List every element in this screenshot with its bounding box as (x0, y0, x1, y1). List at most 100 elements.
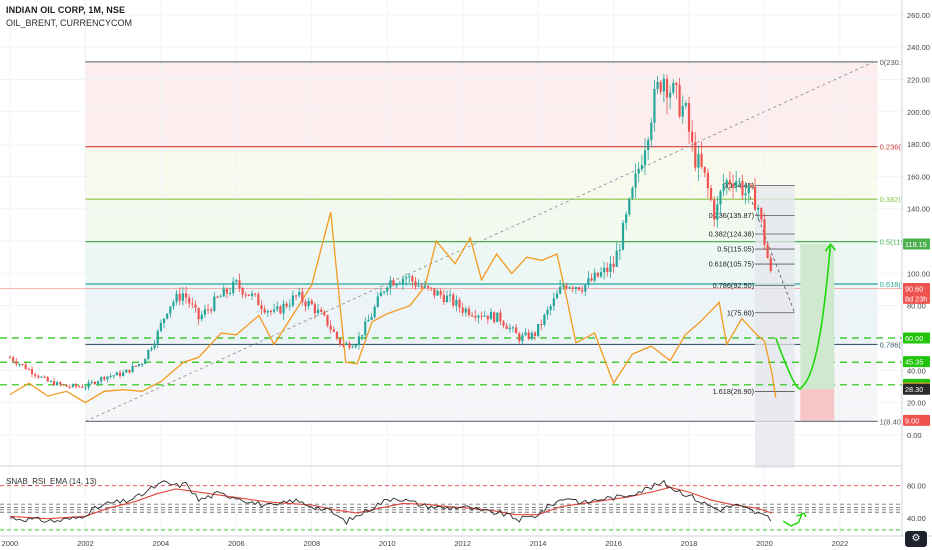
candle-body (433, 288, 436, 296)
candle-body (310, 300, 313, 305)
candle-body (653, 88, 656, 123)
price-badge (903, 414, 930, 426)
candle-body (24, 364, 27, 370)
candle-body (574, 287, 577, 289)
candle-body (93, 382, 96, 384)
minor-fib-label: 0.618(105.75) (709, 260, 754, 269)
candle-body (181, 293, 184, 301)
loss-zone (800, 389, 835, 421)
y-tick-label: 80.00 (907, 302, 926, 311)
candle-body (709, 188, 713, 200)
candle-body (697, 153, 700, 168)
candle-body (175, 293, 178, 303)
candle-body (681, 105, 684, 117)
candle-body (483, 315, 486, 317)
candle-body (71, 384, 74, 387)
candle-body (166, 313, 169, 319)
candle-body (672, 82, 675, 93)
x-tick-label: 2022 (832, 539, 849, 548)
candle-body (46, 377, 49, 382)
candle-body (637, 169, 640, 174)
price-badge-label: 60.00 (905, 334, 923, 343)
candle-body (521, 335, 524, 342)
candle-body (581, 289, 584, 292)
candle-body (477, 315, 480, 318)
candle-body (716, 204, 719, 220)
candle-body (609, 263, 612, 272)
candle-body (81, 386, 84, 388)
rsi-projection-arrowhead (796, 512, 807, 518)
candle-body (206, 309, 210, 311)
candle-body (84, 387, 87, 389)
candle-body (753, 186, 757, 210)
candle-body (546, 309, 549, 315)
candle-body (700, 153, 703, 167)
minor-fib-label: 1(75.60) (727, 308, 754, 317)
candle-body (323, 311, 326, 316)
price-badge (903, 283, 930, 295)
candle-body (389, 280, 392, 288)
candle-body (719, 191, 722, 205)
candle-body (382, 291, 386, 293)
fib-trend-line (85, 61, 875, 422)
candle-body (599, 272, 603, 277)
candle-body (285, 303, 288, 307)
candle-body (436, 290, 439, 296)
candle-body (244, 294, 247, 296)
candle-body (461, 307, 464, 313)
x-tick-label: 2016 (605, 539, 622, 548)
fib-band (85, 61, 878, 147)
candle-body (162, 318, 166, 323)
candle-body (203, 309, 207, 315)
candle-body (59, 382, 62, 385)
candle-body (103, 377, 106, 380)
candle-body (247, 294, 251, 296)
candle-body (398, 283, 401, 285)
candle-body (266, 311, 269, 313)
candle-body (228, 293, 232, 295)
candle-body (313, 304, 317, 314)
candle-body (515, 327, 518, 334)
candle-body (423, 285, 427, 288)
price-axis-bg (902, 0, 932, 550)
candle-body (480, 315, 483, 317)
candle-body (134, 365, 137, 367)
candle-body (56, 382, 59, 386)
candle-body (464, 308, 467, 313)
fib-level-label: 0.5(119.65) (880, 238, 918, 247)
candle-body (30, 369, 34, 375)
candle-body (414, 281, 417, 287)
candle-body (395, 284, 398, 286)
candle-body (386, 287, 389, 292)
candle-body (128, 369, 131, 373)
minor-fib-label: 0(154.45) (723, 181, 754, 190)
candle-body (505, 325, 508, 330)
candle-body (744, 193, 747, 196)
tradingview-logo-icon: ⚙ (905, 531, 927, 547)
candle-body (533, 332, 537, 336)
candle-body (694, 142, 697, 168)
price-badge (903, 356, 930, 368)
candle-body (254, 293, 257, 295)
candle-body (62, 384, 65, 386)
minor-fib-label: 0.786(92.50) (713, 281, 754, 290)
price-badge (903, 383, 930, 395)
candle-body (493, 312, 496, 323)
price-badge (903, 292, 930, 304)
candle-body (191, 303, 194, 305)
candle-body (455, 299, 458, 306)
candle-body (241, 288, 244, 295)
candle-body (675, 82, 678, 85)
candle-body (379, 292, 383, 297)
candle-body (169, 306, 172, 314)
candle-body (640, 165, 643, 170)
candle-body (728, 180, 731, 185)
candle-body (250, 293, 254, 296)
candle-body (527, 332, 530, 339)
candle-body (511, 327, 515, 329)
candle-body (354, 345, 357, 347)
candle-body (593, 272, 596, 281)
candle-body (40, 376, 43, 378)
candle-body (678, 84, 681, 117)
